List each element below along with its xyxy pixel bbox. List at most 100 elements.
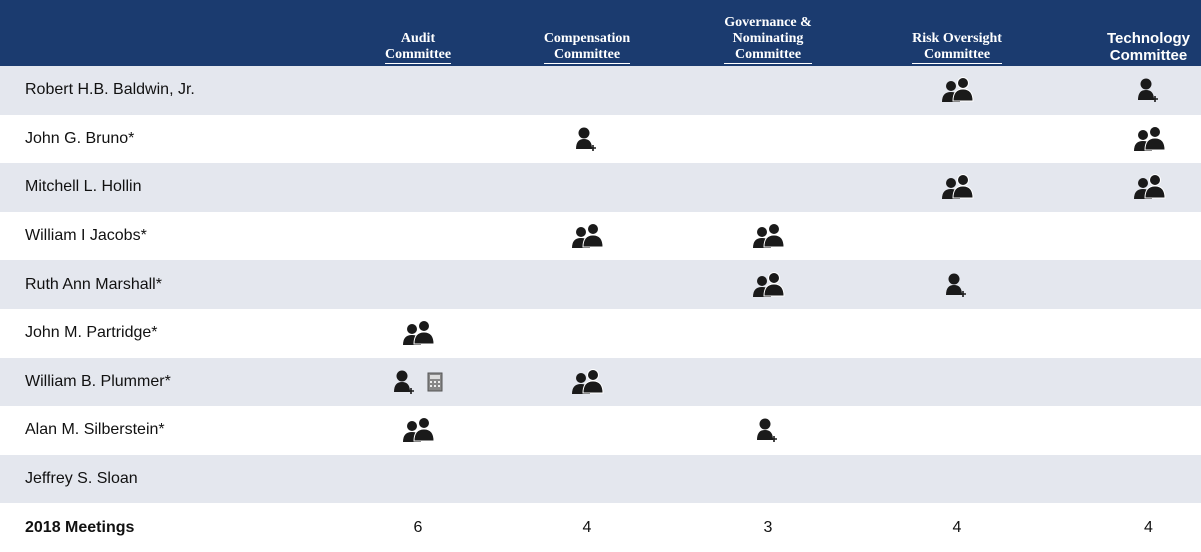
committee-cell [668, 358, 868, 407]
committee-cell [668, 260, 868, 309]
chair-icon [575, 126, 599, 152]
committee-cell [1046, 260, 1201, 309]
table-row: Ruth Ann Marshall* [0, 260, 1201, 309]
column-header: Technology Committee [1106, 30, 1191, 64]
member-icon [751, 272, 785, 298]
committee-cell [330, 212, 506, 261]
director-name: Jeffrey S. Sloan [25, 470, 138, 488]
member-icon [751, 223, 785, 249]
committee-cell [1046, 358, 1201, 407]
committee-cell [330, 406, 506, 455]
committee-cell [1046, 163, 1201, 212]
committee-cell [868, 358, 1046, 407]
committee-cell [868, 260, 1046, 309]
committee-cell [330, 66, 506, 115]
member-icon [570, 223, 604, 249]
chair-icon [393, 369, 417, 395]
member-icon [570, 369, 604, 395]
chair-icon [1137, 77, 1161, 103]
table-row: Robert H.B. Baldwin, Jr. [0, 66, 1201, 115]
director-name: Ruth Ann Marshall* [25, 275, 162, 293]
table-row: William I Jacobs* [0, 212, 1201, 261]
committee-cell [1046, 115, 1201, 164]
chair-icon [945, 272, 969, 298]
committee-cell [506, 358, 668, 407]
committee-cell [868, 455, 1046, 504]
meetings-count: 4 [1144, 518, 1153, 536]
director-name: Robert H.B. Baldwin, Jr. [25, 81, 195, 99]
committee-cell [1046, 455, 1201, 504]
director-name: Alan M. Silberstein* [25, 421, 165, 439]
header-cell: Risk Oversight Committee [868, 0, 1046, 66]
financial-expert-icon [427, 372, 443, 392]
member-icon [940, 174, 974, 200]
meetings-row: 2018 Meetings 6 4 3 4 4 [0, 503, 1201, 552]
committee-cell [668, 115, 868, 164]
committee-cell [868, 309, 1046, 358]
committee-cell [330, 358, 506, 407]
chair-icon [756, 417, 780, 443]
table-row: John M. Partridge* [0, 309, 1201, 358]
committee-cell [330, 309, 506, 358]
member-icon [1132, 174, 1166, 200]
member-icon [401, 320, 435, 346]
committee-cell [668, 309, 868, 358]
meetings-count: 4 [582, 518, 592, 536]
committee-cell [506, 66, 668, 115]
committee-cell [330, 260, 506, 309]
director-name: John G. Bruno* [25, 129, 135, 147]
committee-cell [868, 115, 1046, 164]
table-row: Mitchell L. Hollin [0, 163, 1201, 212]
header-cell: Audit Committee [330, 0, 506, 66]
committee-cell [330, 115, 506, 164]
committee-cell [868, 212, 1046, 261]
member-icon [940, 77, 974, 103]
committee-cell [668, 163, 868, 212]
committee-cell [668, 406, 868, 455]
header-cell: Compensation Committee [506, 0, 668, 66]
director-name: William B. Plummer* [25, 372, 171, 390]
table-row: John G. Bruno* [0, 115, 1201, 164]
column-header: Governance & Nominating Committee [724, 15, 812, 64]
committee-cell [330, 455, 506, 504]
director-name: John M. Partridge* [25, 324, 158, 342]
committee-cell [506, 406, 668, 455]
committee-cell [1046, 406, 1201, 455]
committee-cell [868, 66, 1046, 115]
committee-cell [668, 212, 868, 261]
director-name: William I Jacobs* [25, 227, 147, 245]
committee-cell [506, 260, 668, 309]
table-row: Jeffrey S. Sloan [0, 454, 1201, 504]
committee-cell [1046, 212, 1201, 261]
column-header: Compensation Committee [543, 31, 631, 64]
member-icon [1132, 126, 1166, 152]
header-cell: Technology Committee [1046, 0, 1201, 66]
meetings-count: 6 [413, 518, 423, 536]
committee-cell [506, 163, 668, 212]
column-header: Risk Oversight Committee [912, 31, 1002, 64]
committee-cell [668, 455, 868, 504]
committee-cell [668, 66, 868, 115]
meetings-count: 4 [952, 518, 962, 536]
committee-cell [868, 163, 1046, 212]
member-icon [401, 417, 435, 443]
table-row: William B. Plummer* [0, 357, 1201, 407]
committee-cell [1046, 309, 1201, 358]
committee-cell [506, 309, 668, 358]
column-header: Audit Committee [384, 31, 452, 64]
header-cell [0, 0, 330, 66]
committee-cell [506, 455, 668, 504]
table-body: Robert H.B. Baldwin, Jr. John G. Bruno* Mi… [0, 66, 1201, 552]
meetings-count: 3 [763, 518, 773, 536]
committee-cell [506, 115, 668, 164]
director-name: Mitchell L. Hollin [25, 178, 142, 196]
committee-cell [506, 212, 668, 261]
header-row: Audit Committee Compensation Committee G… [0, 0, 1201, 66]
committee-cell [330, 163, 506, 212]
table-row: Alan M. Silberstein* [0, 406, 1201, 455]
committee-cell [1046, 66, 1201, 115]
meetings-label: 2018 Meetings [25, 518, 135, 536]
committee-cell [868, 406, 1046, 455]
